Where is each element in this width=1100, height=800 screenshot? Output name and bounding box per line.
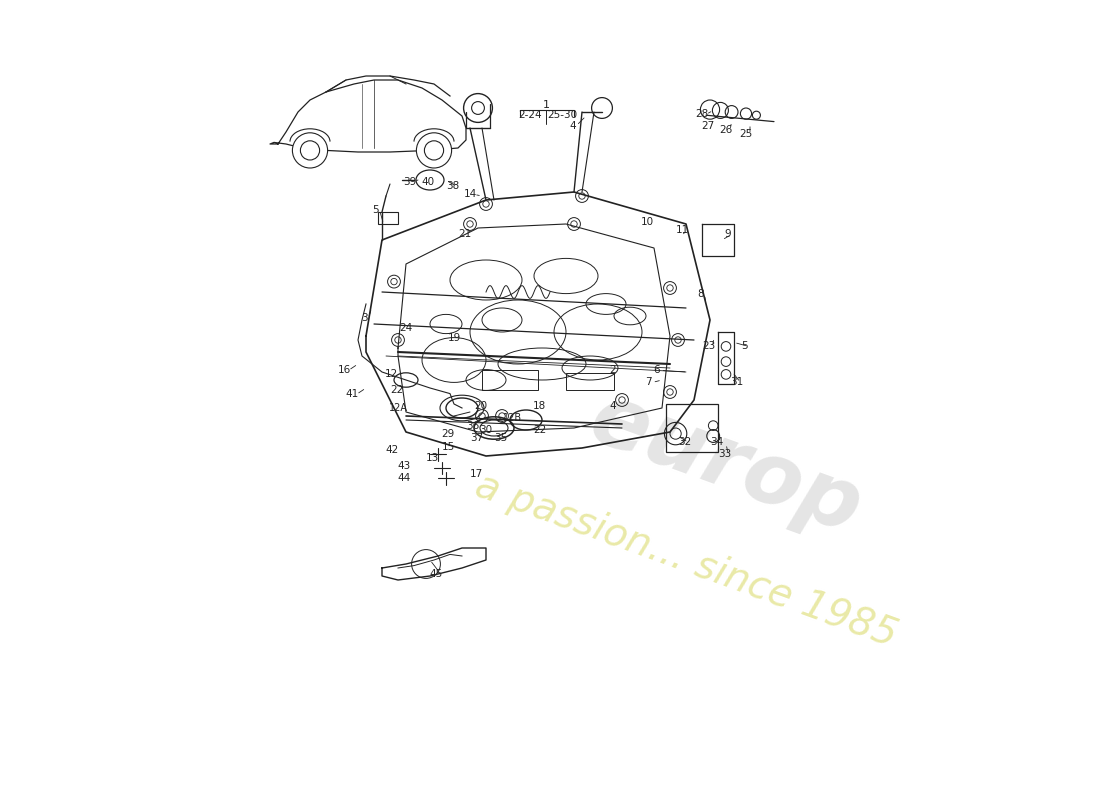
Text: 5: 5 [372, 206, 378, 215]
Text: 6: 6 [653, 366, 660, 375]
Text: 30: 30 [480, 426, 493, 435]
Text: 41: 41 [345, 390, 359, 399]
Text: 7: 7 [645, 378, 651, 387]
Circle shape [417, 133, 452, 168]
Text: 16: 16 [338, 366, 351, 375]
Text: 40: 40 [421, 177, 434, 186]
Text: 45: 45 [430, 569, 443, 578]
Text: 24: 24 [399, 323, 412, 333]
Text: 32: 32 [678, 438, 691, 447]
Text: 2: 2 [609, 366, 616, 375]
Text: 14: 14 [463, 190, 476, 199]
Text: 13: 13 [426, 454, 439, 463]
Text: 1: 1 [542, 100, 550, 110]
Text: 31: 31 [729, 378, 743, 387]
Text: 26: 26 [719, 126, 733, 135]
Text: 43: 43 [398, 462, 411, 471]
Text: 21: 21 [459, 230, 472, 239]
Circle shape [425, 141, 443, 160]
Text: 33: 33 [718, 450, 732, 459]
Text: 22: 22 [534, 426, 547, 435]
Text: a passion... since 1985: a passion... since 1985 [470, 466, 902, 654]
Text: 27: 27 [701, 122, 714, 131]
Text: 34: 34 [710, 438, 723, 447]
Circle shape [293, 133, 328, 168]
Text: 36: 36 [465, 422, 478, 431]
Text: 25-30: 25-30 [547, 110, 578, 120]
Text: 19: 19 [448, 334, 461, 343]
Text: 20: 20 [474, 402, 487, 411]
Text: 25: 25 [739, 130, 752, 139]
Text: 23: 23 [702, 342, 715, 351]
Text: 37: 37 [470, 433, 483, 442]
Text: 12A: 12A [388, 403, 407, 413]
Text: 35: 35 [494, 434, 507, 443]
Text: 29: 29 [441, 430, 454, 439]
Text: 39: 39 [404, 177, 417, 186]
Text: 2-24: 2-24 [518, 110, 542, 120]
Circle shape [300, 141, 320, 160]
Text: 4: 4 [609, 402, 616, 411]
Text: 5: 5 [741, 342, 748, 351]
Bar [378, 212, 398, 224]
Text: 3: 3 [361, 314, 367, 323]
Text: 42: 42 [386, 446, 399, 455]
Text: 28: 28 [695, 110, 708, 119]
Text: 10: 10 [641, 218, 654, 227]
Bar [666, 404, 718, 452]
Text: 17: 17 [470, 470, 483, 479]
Bar [566, 373, 614, 390]
Text: 44: 44 [398, 473, 411, 482]
Text: 12: 12 [385, 370, 398, 379]
Text: 8: 8 [697, 290, 704, 299]
Text: 11: 11 [675, 226, 689, 235]
Bar [482, 370, 538, 390]
Text: 18: 18 [534, 402, 547, 411]
Text: europ: europ [579, 377, 873, 551]
Text: 12B: 12B [503, 414, 522, 423]
Text: 38: 38 [446, 182, 459, 191]
Text: 22: 22 [389, 386, 403, 395]
Text: 9: 9 [724, 230, 730, 239]
Text: 4: 4 [569, 121, 575, 130]
Text: 15: 15 [442, 442, 455, 452]
